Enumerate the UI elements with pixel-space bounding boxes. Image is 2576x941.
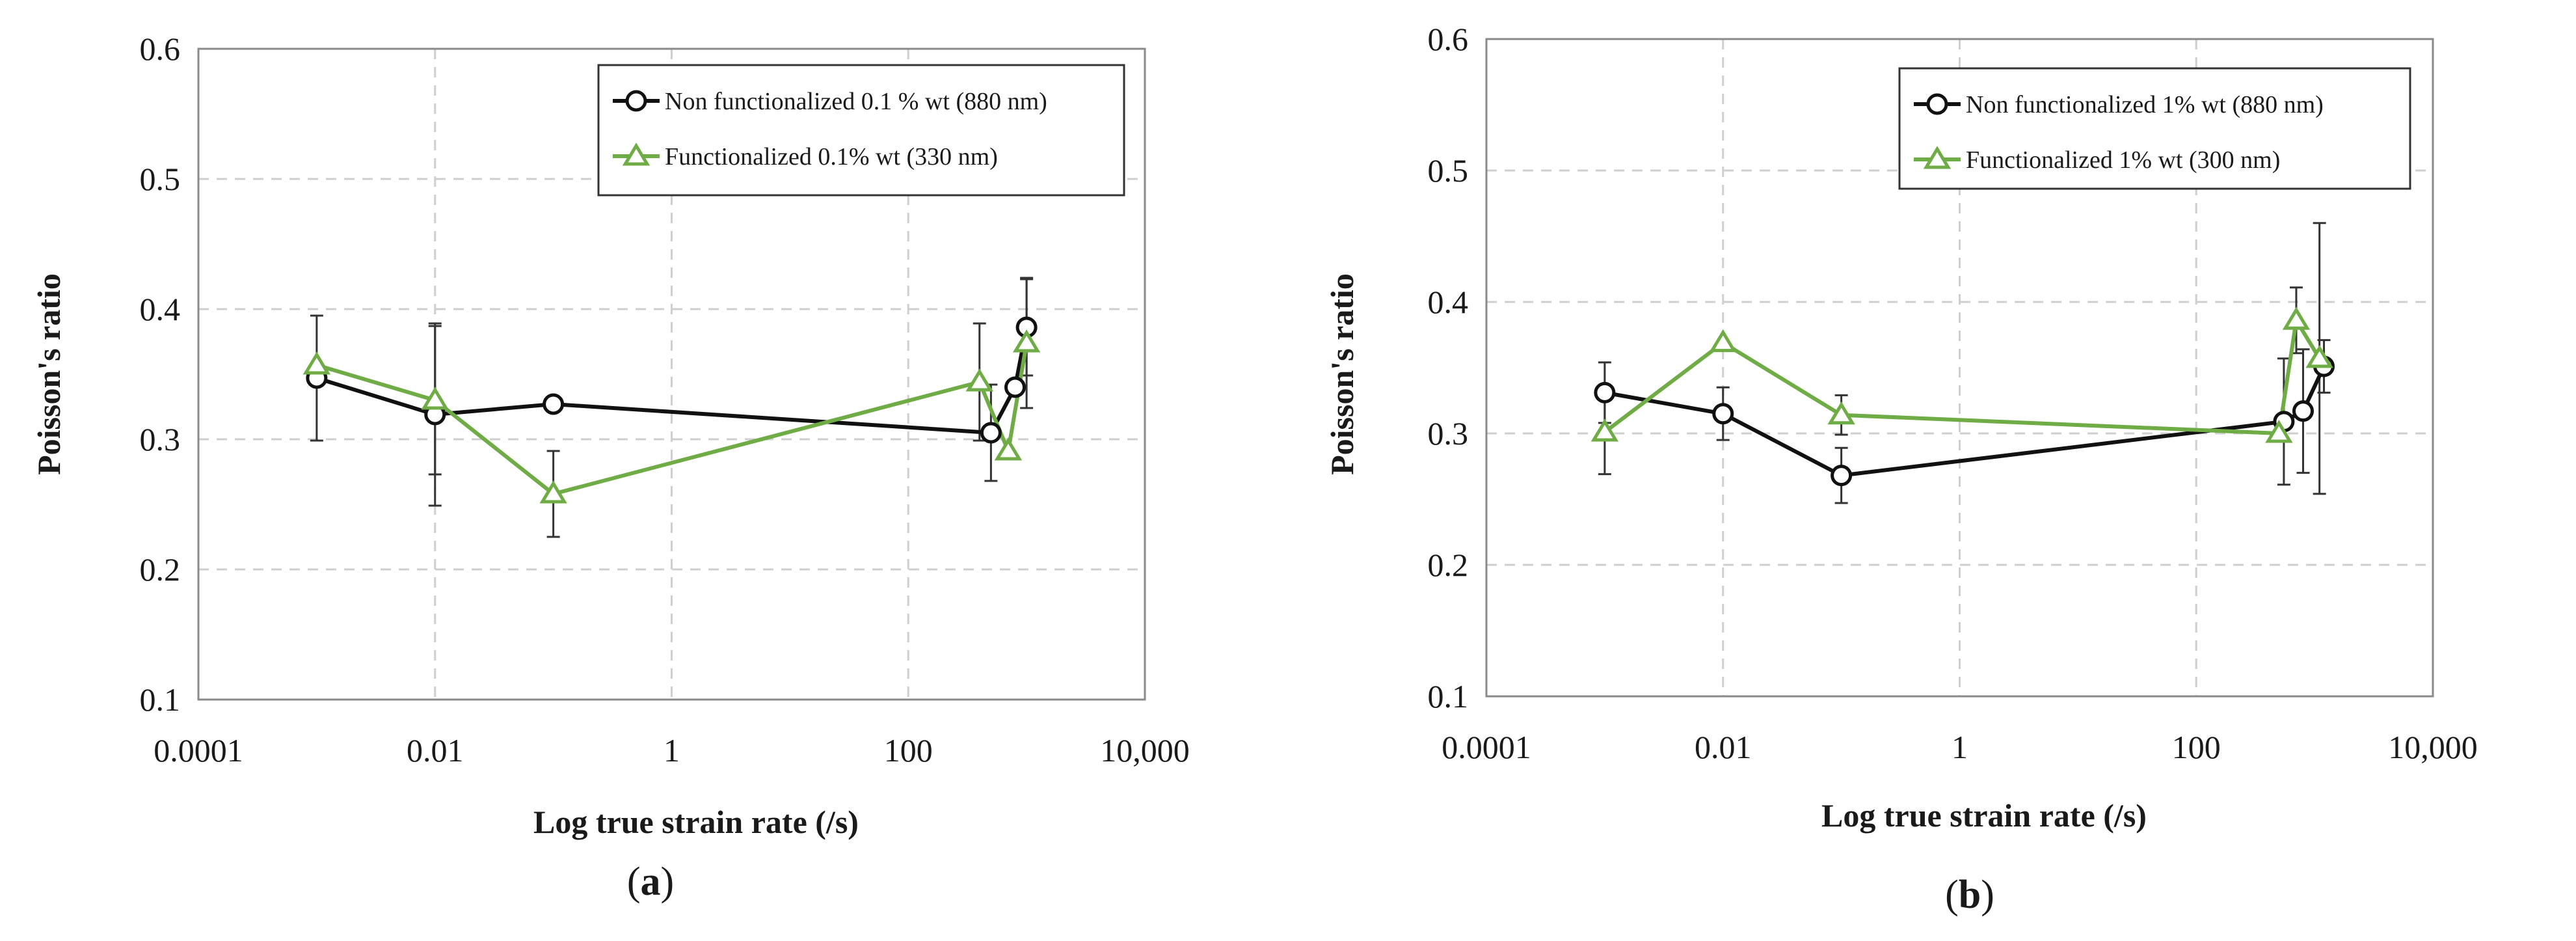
functionalized-marker-3 bbox=[2265, 420, 2293, 443]
functionalized-marker-2 bbox=[539, 480, 567, 504]
functionalized-marker-1 bbox=[1709, 329, 1737, 353]
legend-label: Non functionalized 1% wt (880 nm) bbox=[1966, 91, 2324, 118]
functionalized-marker-5 bbox=[1012, 329, 1041, 353]
y-tick-label: 0.1 bbox=[140, 681, 181, 718]
legend-functionalized-marker-0 bbox=[1923, 146, 1952, 169]
y-tick-label: 0.3 bbox=[1428, 415, 1469, 452]
panel-letter: a bbox=[641, 860, 661, 904]
x-tick-labels: 0.0001 0.01 1 100 10,000 bbox=[1442, 729, 2478, 765]
functionalized-marker-4 bbox=[994, 437, 1023, 461]
y-tick-label: 0.2 bbox=[140, 551, 181, 588]
y-tick-labels: 0.1 0.2 0.3 0.4 0.5 0.6 bbox=[1428, 21, 1469, 715]
x-tick-label: 100 bbox=[884, 732, 933, 769]
functionalized-series-line bbox=[1603, 318, 2322, 435]
legend-box bbox=[597, 64, 1125, 197]
legend-entry-non-functionalized: Non functionalized 0.1 % wt (880 nm) bbox=[613, 88, 1047, 115]
errorbars bbox=[310, 277, 1034, 538]
series-markers bbox=[302, 316, 1041, 504]
x-tick-label: 1 bbox=[664, 732, 680, 769]
y-tick-label: 0.6 bbox=[140, 31, 181, 67]
panel-label: (a) bbox=[627, 860, 674, 904]
legend-label: Functionalized 0.1% wt (330 nm) bbox=[665, 143, 998, 170]
functionalized-marker-3 bbox=[965, 368, 993, 392]
y-tick-label: 0.6 bbox=[1428, 21, 1469, 57]
legend-functionalized-marker-0 bbox=[622, 143, 651, 166]
x-axis-title: Log true strain rate (/s) bbox=[1821, 797, 2147, 834]
non-functionalized-marker-0 bbox=[1594, 381, 1616, 403]
functionalized-marker-5 bbox=[2305, 345, 2333, 368]
y-axis-title: Poisson's ratio bbox=[1324, 273, 1360, 475]
chart-panel-b: 0.10.20.30.40.50.6 0.0001 0.01 1 100 10,000 … bbox=[1324, 21, 2478, 917]
functionalized-marker-1 bbox=[421, 387, 449, 410]
plot-area-frame bbox=[1485, 38, 2434, 698]
non-functionalized-marker-4 bbox=[2292, 400, 2314, 422]
legend-non-functionalized-marker-0 bbox=[625, 90, 647, 112]
y-tick-label: 0.3 bbox=[140, 421, 181, 457]
functionalized-marker-0 bbox=[1590, 418, 1619, 442]
functionalized-series-line bbox=[316, 342, 1029, 496]
legend-entry-functionalized: Functionalized 0.1% wt (330 nm) bbox=[613, 143, 998, 170]
y-tick-label: 0.5 bbox=[140, 161, 181, 197]
legend-label: Functionalized 1% wt (300 nm) bbox=[1966, 146, 2280, 174]
non-functionalized-marker-2 bbox=[1831, 465, 1853, 487]
x-tick-label: 0.0001 bbox=[154, 732, 243, 769]
functionalized-marker-4 bbox=[2282, 307, 2311, 330]
plot-area-frame bbox=[197, 48, 1146, 701]
functionalized-marker-2 bbox=[1827, 401, 1855, 425]
y-tick-label: 0.5 bbox=[1428, 152, 1469, 189]
functionalized-marker-0 bbox=[302, 351, 331, 375]
y-tick-labels: 0.1 0.2 0.3 0.4 0.5 0.6 bbox=[140, 31, 181, 718]
legend-entry-non-functionalized: Non functionalized 1% wt (880 nm) bbox=[1914, 91, 2324, 118]
non-functionalized-marker-1 bbox=[1712, 403, 1734, 425]
y-tick-label: 0.4 bbox=[1428, 284, 1469, 320]
x-tick-label: 100 bbox=[2172, 729, 2221, 765]
non-functionalized-marker-4 bbox=[1004, 376, 1026, 398]
chart-panel-a: 0.10.20.30.40.50.6 0.0001 0.01 1 100 10,000 … bbox=[31, 31, 1190, 904]
series-lines bbox=[1603, 318, 2326, 478]
x-tick-label: 0.01 bbox=[1695, 729, 1752, 765]
legend: Non functionalized 0.1 % wt (880 nm) Func… bbox=[597, 64, 1125, 197]
legend-label: Non functionalized 0.1 % wt (880 nm) bbox=[665, 88, 1047, 115]
x-axis-title: Log true strain rate (/s) bbox=[533, 804, 859, 840]
panel-letter: b bbox=[1959, 873, 1981, 917]
x-tick-label: 10,000 bbox=[1100, 732, 1190, 769]
x-tick-labels: 0.0001 0.01 1 100 10,000 bbox=[154, 732, 1190, 769]
x-tick-label: 10,000 bbox=[2388, 729, 2478, 765]
legend-entry-functionalized: Functionalized 1% wt (300 nm) bbox=[1914, 146, 2280, 174]
y-axis-title: Poisson's ratio bbox=[31, 273, 67, 475]
x-tick-label: 0.0001 bbox=[1442, 729, 1531, 765]
non-functionalized-marker-3 bbox=[980, 422, 1002, 444]
series-markers bbox=[1590, 307, 2335, 487]
y-tick-label: 0.1 bbox=[1428, 678, 1469, 715]
legend: Non functionalized 1% wt (880 nm) Functio… bbox=[1898, 67, 2411, 190]
legend-non-functionalized-marker-0 bbox=[1926, 93, 1948, 115]
y-tick-label: 0.4 bbox=[140, 291, 181, 327]
panel-label: (b) bbox=[1945, 873, 1994, 917]
legend-box bbox=[1898, 67, 2411, 190]
y-tick-label: 0.2 bbox=[1428, 547, 1469, 583]
x-tick-label: 1 bbox=[1952, 729, 1968, 765]
x-tick-label: 0.01 bbox=[407, 732, 464, 769]
non-functionalized-marker-2 bbox=[543, 393, 565, 415]
